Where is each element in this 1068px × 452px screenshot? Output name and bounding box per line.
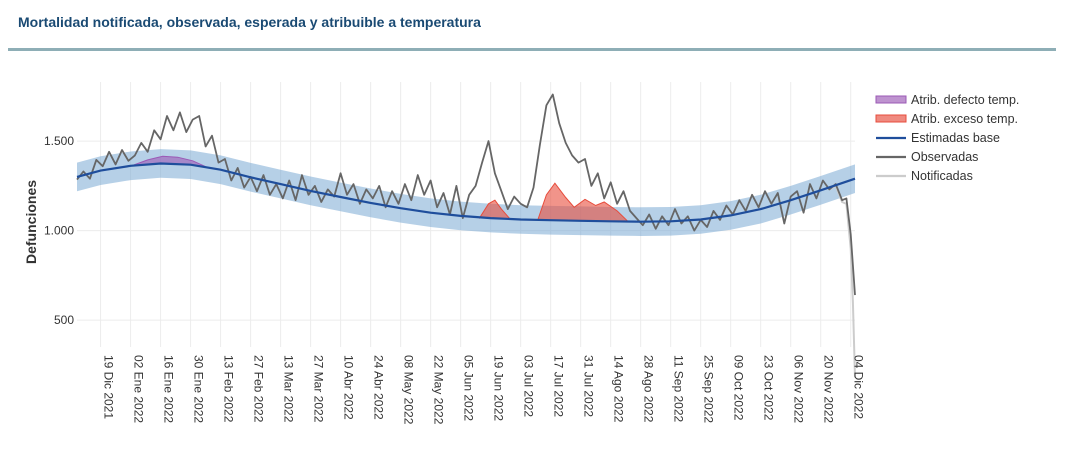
title-divider (8, 48, 1056, 51)
x-tick-label: 17 Jul 2022 (552, 355, 566, 417)
observadas-line (76, 93, 856, 296)
x-tick-label: 03 Jul 2022 (522, 355, 536, 417)
chart-title: Mortalidad notificada, observada, espera… (18, 14, 481, 30)
x-tick-label: 28 Ago 2022 (642, 355, 656, 423)
y-tick-label: 500 (54, 313, 74, 327)
legend-exceso-label: Atrib. exceso temp. (911, 112, 1018, 126)
exceso-temp-area (537, 182, 629, 223)
y-tick-label: 1.500 (44, 134, 74, 148)
x-tick-label: 11 Sep 2022 (672, 355, 686, 422)
legend-notificadas-label: Notificadas (911, 169, 973, 183)
base-confidence-band (77, 149, 855, 236)
legend-defecto-label: Atrib. defecto temp. (911, 93, 1019, 107)
x-tick-label: 02 Ene 2022 (132, 355, 146, 423)
legend-observadas-label: Observadas (911, 150, 978, 164)
x-tick-label: 24 Abr 2022 (372, 355, 386, 420)
x-tick-label: 06 Nov 2022 (792, 355, 806, 423)
x-tick-label: 14 Ago 2022 (612, 355, 626, 423)
x-tick-label: 25 Sep 2022 (702, 355, 716, 423)
y-axis-label: Defunciones (23, 180, 39, 264)
x-tick-label: 20 Nov 2022 (822, 355, 836, 423)
estimadas-base-line (76, 162, 856, 223)
x-tick-label: 10 Abr 2022 (342, 355, 356, 420)
x-tick-label: 16 Ene 2022 (162, 355, 176, 423)
x-tick-label: 22 May 2022 (432, 355, 446, 425)
x-tick-label: 04 Dic 2022 (852, 355, 866, 419)
x-tick-label: 23 Oct 2022 (762, 355, 776, 421)
confidence-band-layer (77, 149, 855, 236)
y-axis: 500 1.000 1.500 (44, 134, 74, 327)
x-tick-label: 19 Jun 2022 (492, 355, 506, 421)
x-tick-label: 27 Feb 2022 (252, 355, 266, 423)
x-tick-label: 30 Ene 2022 (192, 355, 206, 423)
x-tick-label: 19 Dic 2021 (102, 355, 116, 419)
x-tick-label: 05 Jun 2022 (462, 355, 476, 421)
legend-base-label: Estimadas base (911, 131, 1000, 145)
x-tick-label: 08 May 2022 (402, 355, 416, 425)
series-line-layer (76, 93, 856, 378)
y-tick-label: 1.000 (44, 224, 74, 238)
x-tick-label: 13 Feb 2022 (222, 355, 236, 423)
x-tick-label: 27 Mar 2022 (312, 355, 326, 423)
legend-exceso-swatch (875, 114, 907, 123)
legend-defecto-swatch (875, 95, 907, 104)
x-tick-label: 09 Oct 2022 (732, 355, 746, 421)
x-tick-label: 31 Jul 2022 (582, 355, 596, 417)
x-axis: 19 Dic 2021 02 Ene 2022 16 Ene 2022 30 Ene … (102, 355, 866, 425)
legend: Atrib. defecto temp. Atrib. exceso temp. E… (875, 93, 1019, 183)
x-tick-label: 13 Mar 2022 (282, 355, 296, 423)
